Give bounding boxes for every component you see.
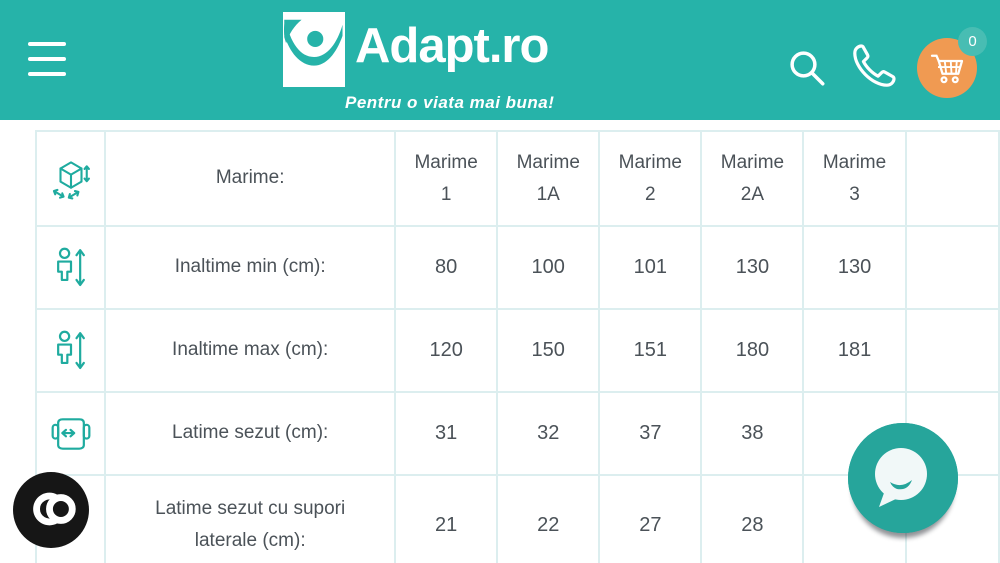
logo-mark-icon [283, 12, 345, 87]
tagline: Pentru o viata mai buna! [345, 93, 555, 112]
dimensions-cube-icon [34, 130, 107, 227]
cart-count-badge: 0 [958, 27, 987, 56]
table-cell-cutoff [904, 225, 1000, 310]
size-table: Marime: Marime 1 Marime 1A Marime 2 Mari… [34, 130, 1000, 563]
phone-icon [850, 44, 898, 93]
table-cell: 31 [394, 391, 499, 476]
hamburger-bar [28, 42, 66, 46]
search-button[interactable] [786, 47, 828, 89]
table-cell: 27 [598, 474, 703, 563]
table-cell: 22 [496, 474, 601, 563]
logo[interactable]: Adapt.ro Pentru o viata mai buna! [283, 12, 554, 113]
table-cell: 181 [802, 308, 907, 393]
chat-bubble-icon [848, 423, 958, 536]
table-cell: 151 [598, 308, 703, 393]
table-cell: 21 [394, 474, 499, 563]
size-column-header: Marime 1A [496, 130, 601, 227]
table-cell: 100 [496, 225, 601, 310]
seat-width-icon [34, 391, 107, 476]
brand-name: Adapt.ro [355, 19, 549, 73]
table-cell: 130 [802, 225, 907, 310]
size-column-header: Marime 1 [394, 130, 499, 227]
accessibility-widget-button[interactable] [13, 472, 89, 548]
row-label: Inaltime max (cm): [104, 308, 397, 393]
table-cell: 38 [700, 391, 805, 476]
size-column-header: Marime 3 [802, 130, 907, 227]
cart-icon [929, 49, 965, 88]
size-column-header: Marime 2A [700, 130, 805, 227]
table-cell: 180 [700, 308, 805, 393]
table-cell: 120 [394, 308, 499, 393]
search-icon [786, 51, 828, 92]
table-row: Inaltime max (cm): 120 150 151 180 181 [34, 308, 1000, 393]
table-cell: 150 [496, 308, 601, 393]
site-header: Adapt.ro Pentru o viata mai buna! [0, 0, 1000, 120]
table-cell: 37 [598, 391, 703, 476]
person-height-icon [34, 308, 107, 393]
row-label: Latime sezut cu supori laterale (cm): [104, 474, 397, 563]
size-column-header-cutoff [904, 130, 1000, 227]
person-height-icon [34, 225, 107, 310]
chat-widget-button[interactable] [848, 423, 958, 533]
link-toggle-icon [13, 471, 89, 550]
table-cell-cutoff [904, 308, 1000, 393]
size-table-section: Marime: Marime 1 Marime 1A Marime 2 Mari… [34, 130, 1000, 563]
cart-button[interactable] [917, 38, 977, 98]
hamburger-bar [28, 57, 66, 61]
table-cell: 32 [496, 391, 601, 476]
table-cell: 28 [700, 474, 805, 563]
row-label: Latime sezut (cm): [104, 391, 397, 476]
table-header-row: Marime: Marime 1 Marime 1A Marime 2 Mari… [34, 130, 1000, 227]
table-cell: 130 [700, 225, 805, 310]
table-corner-label: Marime: [104, 130, 397, 227]
phone-button[interactable] [850, 42, 898, 90]
hamburger-menu-button[interactable] [28, 42, 68, 76]
table-cell: 80 [394, 225, 499, 310]
table-row: Latime sezut (cm): 31 32 37 38 [34, 391, 1000, 476]
row-label: Inaltime min (cm): [104, 225, 397, 310]
table-cell: 101 [598, 225, 703, 310]
size-column-header: Marime 2 [598, 130, 703, 227]
hamburger-bar [28, 72, 66, 76]
table-row: Inaltime min (cm): 80 100 101 130 130 [34, 225, 1000, 310]
